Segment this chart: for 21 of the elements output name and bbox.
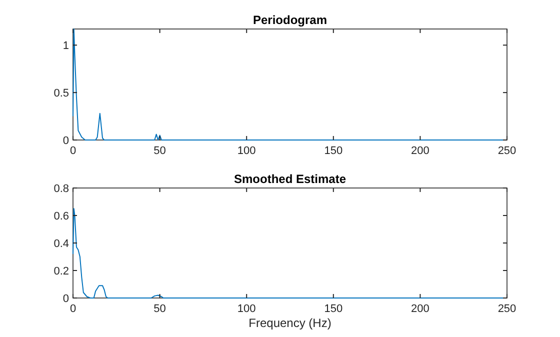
chart-title: Periodogram (252, 13, 328, 27)
y-tick-label: 0.6 (54, 210, 69, 222)
y-tick-label: 0.2 (54, 266, 69, 278)
y-tick-label: 1 (62, 40, 69, 52)
x-tick-label: 200 (411, 145, 430, 157)
x-tick-label: 150 (324, 145, 343, 157)
y-tick-label: 0 (62, 293, 69, 305)
x-tick-label: 250 (498, 145, 516, 157)
y-tick-label: 0.8 (54, 183, 69, 195)
y-tick-label: 0 (62, 135, 69, 147)
x-tick-label: 200 (411, 303, 430, 315)
x-tick-label: 250 (498, 303, 516, 315)
y-tick-label: 0.4 (54, 238, 69, 250)
x-tick-label: 50 (154, 145, 166, 157)
x-tick-label: 50 (154, 303, 166, 315)
x-tick-label: 100 (237, 145, 256, 157)
y-tick-label: 0.5 (54, 88, 69, 100)
x-axis-title: Frequency (Hz) (248, 316, 332, 330)
x-tick-label: 100 (237, 303, 256, 315)
chart-title: Smoothed Estimate (234, 172, 346, 186)
x-tick-label: 150 (324, 303, 343, 315)
